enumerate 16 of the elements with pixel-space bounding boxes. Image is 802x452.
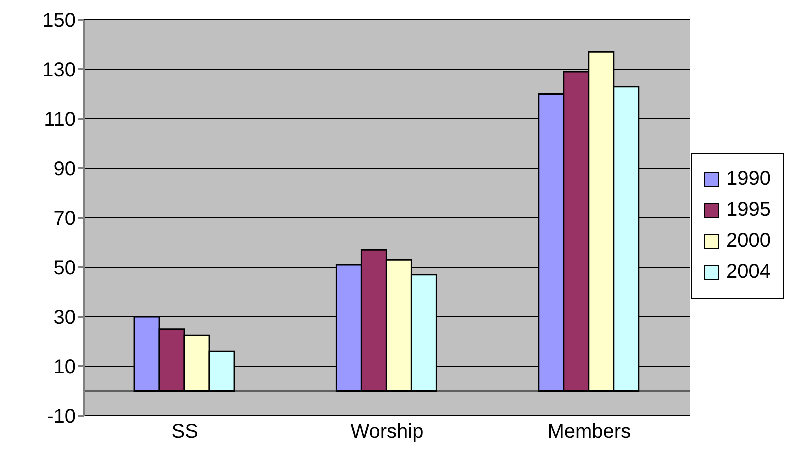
x-tick-label: SS	[172, 421, 198, 444]
legend-label: 1995	[726, 199, 771, 222]
x-tick-label: Members	[548, 421, 632, 444]
y-tick-label: 50	[54, 258, 76, 280]
legend-label: 1990	[726, 168, 771, 191]
y-tick-label: 30	[54, 307, 76, 330]
y-tick-label: 150	[42, 10, 76, 32]
y-tick-label: -10	[47, 406, 76, 428]
y-tick-label: 90	[54, 158, 76, 181]
y-tick-label: 130	[42, 60, 76, 82]
legend-label: 2004	[726, 261, 771, 284]
x-tick-label: Worship	[350, 421, 424, 444]
legend-label: 2000	[726, 230, 771, 253]
y-tick-label: 10	[54, 356, 76, 379]
y-tick-label: 70	[54, 208, 76, 230]
y-tick-label: 110	[44, 109, 76, 132]
